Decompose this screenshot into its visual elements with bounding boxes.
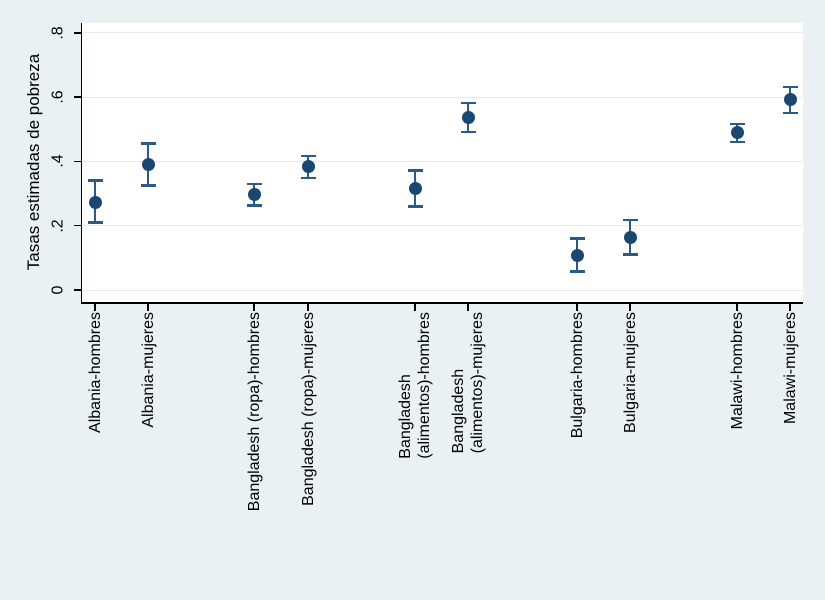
gridline <box>82 96 803 98</box>
gridline <box>82 160 803 162</box>
point-marker <box>301 160 315 174</box>
x-tick-label-text: Bulgaria-mujeres <box>621 312 639 433</box>
point-marker <box>408 181 422 195</box>
x-tick-label: Albania-mujeres <box>139 312 158 582</box>
point-marker <box>461 110 475 124</box>
y-tick <box>73 224 81 227</box>
error-bar-cap-top <box>246 182 262 186</box>
gridline <box>82 289 803 291</box>
x-tick-label-text: Bangladesh (alimentos)-mujeres <box>450 312 486 454</box>
x-tick <box>576 303 578 311</box>
error-bar-cap-top <box>87 179 103 182</box>
x-tick-label: Bangladesh (ropa)-hombres <box>245 312 264 582</box>
x-tick <box>307 303 309 311</box>
error-bar-cap-bottom <box>407 205 423 208</box>
y-tick-label: .6 <box>49 90 67 104</box>
error-bar-cap-bottom <box>87 221 103 224</box>
x-tick-label-text: Bangladesh (alimentos)-hombres <box>397 312 433 459</box>
x-tick-label-text: Albania-hombres <box>86 312 104 433</box>
error-bar-cap-bottom <box>300 176 316 180</box>
x-tick-label: Bangladesh (alimentos)-hombres <box>396 312 434 582</box>
y-tick <box>73 32 81 34</box>
error-bar-cap-top <box>782 85 798 89</box>
x-tick <box>414 303 416 311</box>
y-tick <box>73 289 81 291</box>
error-bar-cap-top <box>729 122 745 126</box>
error-bar-cap-bottom <box>782 111 798 115</box>
x-tick-label: Albania-hombres <box>86 312 105 582</box>
x-tick-label: Bangladesh (alimentos)-mujeres <box>449 312 487 582</box>
x-tick-label: Malawi-hombres <box>728 312 747 582</box>
y-tick-label: .2 <box>49 219 67 233</box>
x-tick <box>789 303 791 311</box>
x-tick <box>94 303 96 311</box>
error-bar-cap-bottom <box>569 270 585 273</box>
error-bar-cap-bottom <box>246 204 262 207</box>
x-tick-label-text: Bulgaria-hombres <box>568 312 586 439</box>
x-tick-label-text: Albania-mujeres <box>139 312 157 428</box>
point-marker <box>88 195 102 209</box>
error-bar-cap-top <box>140 142 156 145</box>
point-marker <box>623 230 637 244</box>
error-bar-cap-bottom <box>460 130 476 134</box>
x-tick-label: Bulgaria-hombres <box>568 312 587 582</box>
x-tick <box>253 303 255 311</box>
y-axis-title: Tasas estimadas de pobreza <box>24 53 43 271</box>
y-tick-label: .8 <box>49 26 67 40</box>
point-marker <box>783 93 797 107</box>
x-tick-label: Bulgaria-mujeres <box>621 312 640 582</box>
gridline <box>82 32 803 34</box>
x-axis-line <box>80 302 803 304</box>
point-marker <box>730 125 744 139</box>
error-bar-cap-top <box>407 169 423 172</box>
error-bar-cap-top <box>622 218 638 222</box>
error-bar-cap-top <box>569 237 585 240</box>
x-tick <box>467 303 469 311</box>
error-bar-cap-top <box>300 154 316 158</box>
point-marker <box>570 248 584 262</box>
y-tick <box>73 160 81 163</box>
point-marker <box>141 158 155 172</box>
x-tick-label-text: Bangladesh (ropa)-mujeres <box>299 312 317 506</box>
x-tick-label-text: Bangladesh (ropa)-hombres <box>245 312 263 512</box>
x-tick <box>147 303 149 311</box>
y-axis-line <box>80 23 82 302</box>
gridline <box>82 225 803 227</box>
x-tick-label: Bangladesh (ropa)-mujeres <box>299 312 318 582</box>
error-bar-cap-bottom <box>140 184 156 187</box>
error-bar-cap-top <box>460 101 476 105</box>
x-tick <box>736 303 738 311</box>
error-bar-cap-bottom <box>622 253 638 256</box>
plot-area <box>82 23 803 302</box>
point-marker <box>247 188 261 202</box>
y-tick <box>73 96 81 98</box>
x-tick-label-text: Malawi-hombres <box>728 312 746 430</box>
error-bar-cap-bottom <box>729 140 745 144</box>
x-tick-label-text: Malawi-mujeres <box>781 312 799 425</box>
x-tick-label: Malawi-mujeres <box>781 312 800 582</box>
y-tick-label: 0 <box>49 285 67 295</box>
x-tick <box>629 303 631 311</box>
y-tick-label: .4 <box>49 154 67 169</box>
